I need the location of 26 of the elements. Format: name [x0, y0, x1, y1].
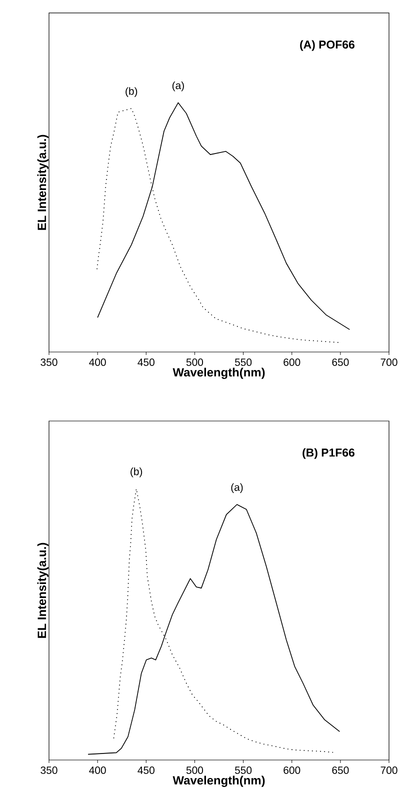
series-label: (b) [130, 468, 142, 478]
x-tick-label: 650 [332, 766, 349, 774]
x-axis-title: Wavelength(nm) [172, 776, 265, 787]
x-axis-title: Wavelength(nm) [172, 368, 265, 379]
series-label: (b) [126, 87, 138, 97]
x-tick-label: 600 [284, 358, 300, 366]
x-tick-label: 700 [380, 358, 398, 366]
x-tick-label: 500 [186, 766, 204, 774]
y-axis-title: EL Intensity(a.u.) [37, 542, 48, 638]
x-tick-label: 650 [332, 358, 349, 366]
x-tick-label: 400 [89, 766, 106, 774]
x-tick-label: 550 [234, 766, 252, 774]
x-tick-label: 500 [186, 358, 204, 366]
series-label: (a) [231, 483, 243, 494]
x-tick-label: 550 [234, 358, 252, 366]
x-tick-label: 450 [138, 766, 154, 774]
x-tick-label: 450 [138, 358, 154, 366]
x-tick-label: 350 [40, 358, 58, 366]
chart-title: (B) P1F66 [302, 448, 354, 459]
y-axis-title: EL Intensity(a.u.) [37, 134, 48, 230]
x-tick-label: 400 [89, 358, 106, 366]
x-tick-label: 700 [380, 766, 398, 774]
x-tick-label: 350 [40, 766, 58, 774]
x-tick-label: 600 [284, 766, 300, 774]
chart-title: (A) POF66 [300, 40, 354, 51]
series-label: (a) [172, 81, 184, 92]
